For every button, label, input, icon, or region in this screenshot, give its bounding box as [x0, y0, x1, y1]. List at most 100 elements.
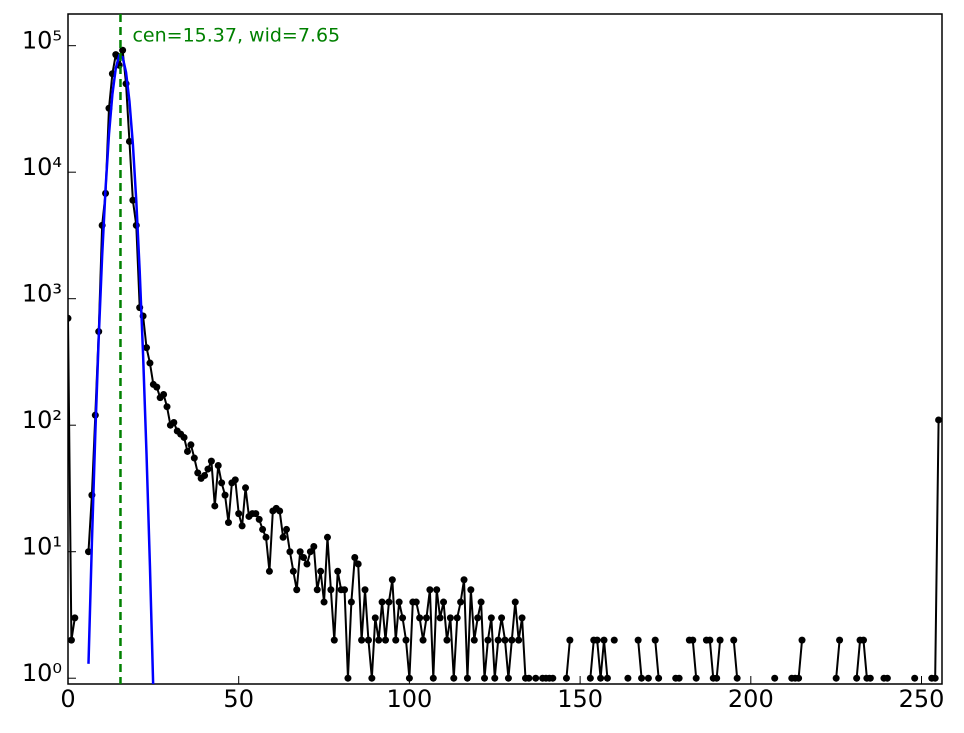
data-point	[129, 196, 137, 204]
data-point	[771, 674, 779, 682]
data-point	[293, 586, 301, 594]
data-point	[204, 465, 212, 473]
y-tick-label: 10⁴	[22, 153, 62, 181]
data-point	[146, 359, 154, 367]
data-point	[163, 403, 171, 411]
data-point	[190, 454, 198, 462]
data-point	[300, 553, 308, 561]
data-point	[494, 636, 502, 644]
data-point	[477, 598, 485, 606]
data-point	[187, 441, 195, 449]
data-point	[364, 636, 372, 644]
data-point	[194, 469, 202, 477]
data-point	[532, 674, 540, 682]
data-point	[170, 419, 178, 427]
data-point	[795, 674, 803, 682]
data-point	[675, 674, 683, 682]
data-point	[518, 614, 526, 622]
data-point	[467, 586, 475, 594]
data-point	[508, 636, 516, 644]
data-point	[911, 674, 919, 682]
data-point	[334, 567, 342, 575]
data-point	[361, 586, 369, 594]
data-point	[323, 533, 331, 541]
data-point	[320, 598, 328, 606]
data-point	[347, 598, 355, 606]
data-point	[382, 636, 390, 644]
data-point	[597, 674, 605, 682]
y-tick-label: 10⁰	[22, 659, 62, 687]
data-point	[221, 491, 229, 499]
data-point	[416, 614, 424, 622]
data-point	[515, 636, 523, 644]
y-tick-label: 10⁵	[22, 27, 62, 55]
data-point	[624, 674, 632, 682]
data-point	[238, 522, 246, 530]
data-point	[450, 674, 458, 682]
data-point	[798, 636, 806, 644]
data-line	[68, 50, 940, 680]
annotation: cen=15.37, wid=7.65	[132, 25, 340, 47]
data-point	[593, 636, 601, 644]
data-point	[153, 383, 161, 391]
data-point	[836, 636, 844, 644]
data-point	[457, 598, 465, 606]
data-point	[562, 674, 570, 682]
data-point	[255, 515, 263, 523]
data-point	[655, 674, 663, 682]
data-point	[327, 586, 335, 594]
data-point	[160, 390, 168, 398]
data-point	[235, 510, 243, 518]
x-tick-label: 200	[728, 685, 774, 713]
data-point	[832, 674, 840, 682]
data-point	[853, 674, 861, 682]
data-point	[143, 344, 151, 352]
data-point	[651, 636, 659, 644]
data-point	[716, 636, 724, 644]
data-point	[368, 674, 376, 682]
data-point	[498, 614, 506, 622]
data-point	[470, 636, 478, 644]
data-point	[68, 636, 75, 644]
data-point	[733, 674, 741, 682]
data-point	[392, 636, 400, 644]
data-point	[317, 567, 325, 575]
data-point	[252, 510, 260, 518]
data-point	[344, 674, 352, 682]
plot-area	[68, 46, 942, 684]
data-point	[463, 674, 471, 682]
data-point	[511, 598, 519, 606]
data-point	[289, 567, 297, 575]
data-point	[385, 598, 393, 606]
data-point	[68, 314, 72, 322]
data-point	[422, 614, 430, 622]
data-point	[549, 674, 557, 682]
data-point	[600, 636, 608, 644]
data-point	[214, 462, 222, 470]
data-point	[436, 614, 444, 622]
data-point	[399, 614, 407, 622]
data-point	[689, 636, 697, 644]
data-point	[306, 548, 314, 556]
y-tick-label: 10³	[22, 280, 62, 308]
data-point	[211, 502, 219, 510]
data-point	[201, 472, 209, 480]
data-point	[603, 674, 611, 682]
data-point	[313, 586, 321, 594]
x-tick-label: 50	[223, 685, 254, 713]
x-tick-label: 0	[60, 685, 75, 713]
data-point	[644, 674, 652, 682]
data-point	[207, 457, 215, 465]
data-point	[330, 636, 338, 644]
data-point	[474, 614, 482, 622]
data-point	[713, 674, 721, 682]
x-tick-label: 150	[557, 685, 603, 713]
y-tick-label: 10²	[22, 406, 62, 434]
data-point	[296, 548, 304, 556]
data-point	[231, 476, 239, 484]
data-point	[279, 533, 287, 541]
x-tick-label: 250	[899, 685, 945, 713]
data-point	[354, 560, 362, 568]
